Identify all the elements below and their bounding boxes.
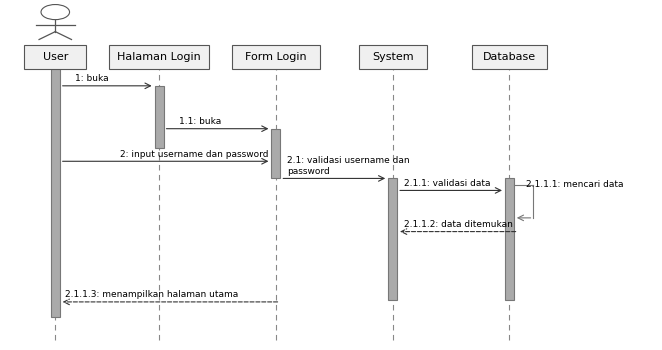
Bar [388,178,397,300]
Text: 2.1: validasi username dan
password: 2.1: validasi username dan password [287,156,410,176]
Text: 2.1.1.1: mencari data: 2.1.1.1: mencari data [526,180,623,189]
Text: 1: buka: 1: buka [75,74,109,83]
Bar [154,86,164,148]
Text: User: User [42,52,68,62]
Text: Database: Database [483,52,536,62]
Text: 2.1.1.3: menampilkan halaman utama: 2.1.1.3: menampilkan halaman utama [65,290,238,299]
Text: System: System [372,52,414,62]
Bar [109,45,209,69]
Text: 2.1.1: validasi data: 2.1.1: validasi data [404,179,490,188]
Bar [51,63,60,317]
Bar [359,45,427,69]
Text: Halaman Login: Halaman Login [117,52,201,62]
Bar [505,178,514,300]
Circle shape [41,5,70,20]
Text: Form Login: Form Login [245,52,307,62]
Text: 2.1.1.2: data ditemukan: 2.1.1.2: data ditemukan [404,220,512,229]
Bar [271,129,281,178]
Text: 1.1: buka: 1.1: buka [179,117,221,126]
Text: 2: input username dan password: 2: input username dan password [120,149,269,159]
Bar [232,45,320,69]
Bar [472,45,547,69]
Bar [24,45,86,69]
